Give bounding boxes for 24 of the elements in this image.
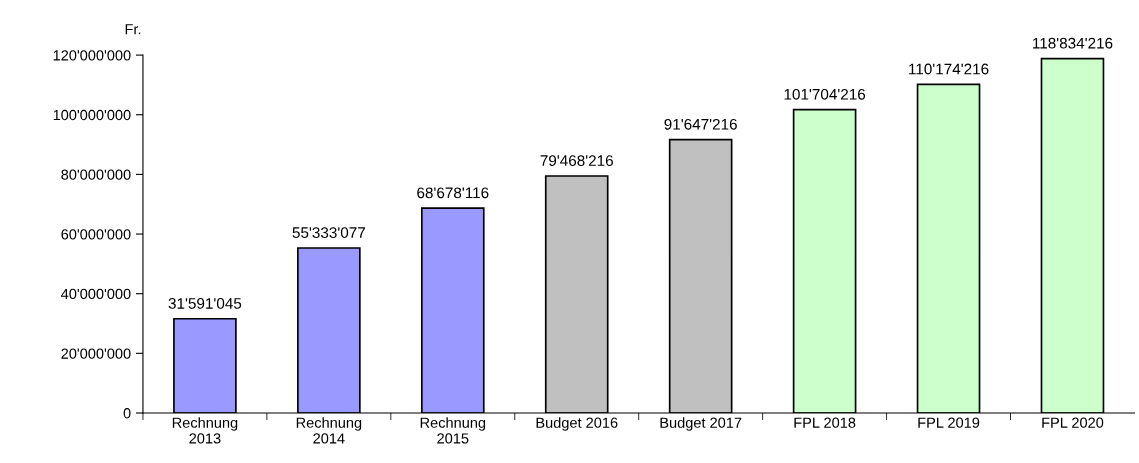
data-label: 118'834'216 [1033, 37, 1113, 49]
x-tick-label: Rechnung 2015 [420, 417, 486, 444]
data-label: 55'333'077 [292, 227, 365, 238]
x-tick-label: Budget 2017 [660, 417, 742, 431]
y-tick-label: 120'000'000 [53, 50, 131, 61]
y-tick-label: 0 [123, 408, 131, 419]
x-tick-label: FPL 2018 [794, 417, 856, 428]
data-label: 101'704'216 [784, 88, 866, 100]
data-label: 110'174'216 [909, 63, 989, 75]
x-tick-label: Rechnung 2014 [296, 417, 362, 444]
x-tick-label: FPL 2019 [918, 417, 980, 428]
x-tick-label: Budget 2016 [536, 417, 618, 431]
y-tick-label: 100'000'000 [53, 109, 131, 121]
data-label: 91'647'216 [664, 118, 737, 130]
data-label: 68'678'116 [417, 187, 489, 199]
x-tick-label: Rechnung 2013 [172, 417, 238, 444]
y-tick-label: 60'000'000 [61, 229, 131, 240]
data-label: 79'468'216 [540, 155, 613, 167]
y-tick-label: 80'000'000 [61, 169, 131, 180]
data-label: 31'591'045 [168, 297, 242, 309]
y-tick-label: 40'000'000 [61, 288, 131, 300]
y-axis-title: Fr. [125, 24, 141, 35]
x-tick-label: FPL 2020 [1042, 417, 1104, 428]
y-tick-label: 20'000'000 [61, 348, 131, 359]
